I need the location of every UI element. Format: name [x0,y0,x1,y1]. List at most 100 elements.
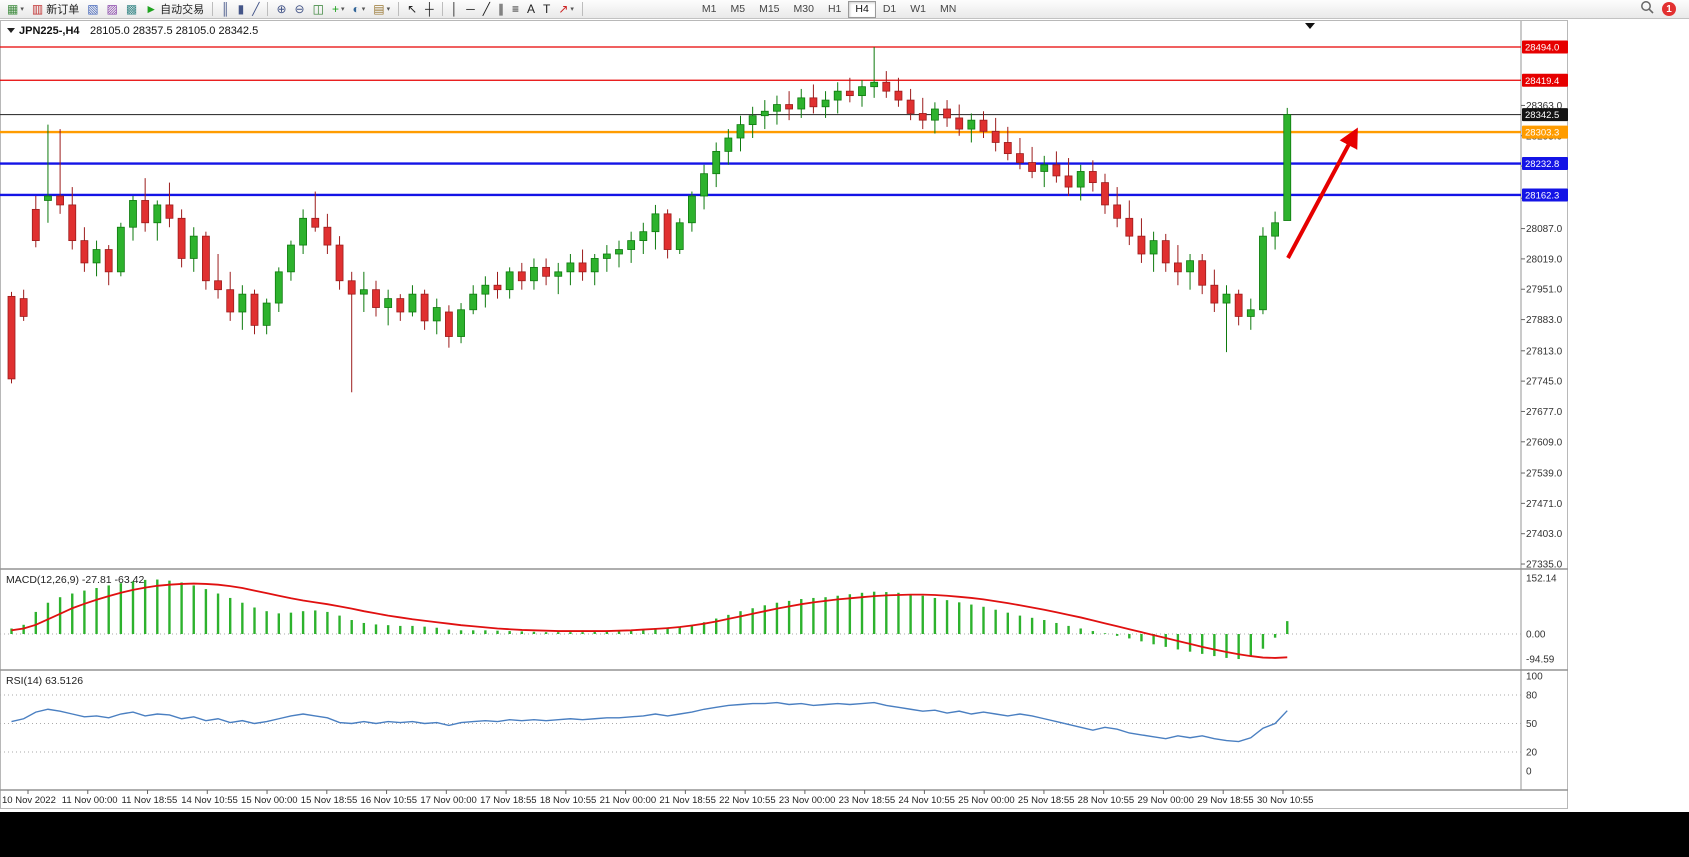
indicators-icon[interactable]: + ▾ [328,1,349,18]
cursor-icon[interactable]: ↖ [403,1,421,18]
zoom-in-icon[interactable]: ⊕ [272,1,290,18]
candle [177,209,186,268]
tile-windows-icon[interactable]: ◫ [309,1,328,18]
search-icon[interactable] [1640,0,1654,19]
tf-button-H1[interactable]: H1 [827,3,842,15]
tf-button-W1[interactable]: W1 [910,3,927,15]
autotrading-button[interactable]: ► 自动交易 [141,1,208,18]
autotrading-button: ► [145,2,158,16]
chevron-down-icon: ▾ [20,6,24,13]
ohlc-bars-icon[interactable]: ║ [217,1,234,18]
chart-canvas[interactable]: 28363.028295.028227.028155.028087.028019… [0,19,1689,812]
macd-scale-label: -94.59 [1526,655,1555,666]
tf-button-M5[interactable]: M5 [730,3,746,15]
price-axis-label: 27609.0 [1526,437,1563,448]
strategy-tester-icon[interactable]: ▩ [122,1,141,18]
templates-icon[interactable]: ▤ ▾ [369,1,394,18]
candle [238,285,247,330]
time-axis-label: 25 Nov 00:00 [958,795,1015,806]
candle [153,200,162,241]
macd-panel [0,579,1521,660]
label-icon[interactable]: T [539,1,554,18]
time-axis-label: 14 Nov 10:55 [181,795,238,806]
vertical-line-icon: │ [450,2,459,16]
time-axis-label: 18 Nov 10:55 [540,795,597,806]
candle [493,271,502,299]
line-chart-icon[interactable]: ╱ [248,1,263,18]
tf-button-H4[interactable]: H4 [848,0,876,18]
tf-button-M15[interactable]: M15 [759,3,780,15]
rsi-scale-label: 50 [1526,719,1538,730]
candle [432,298,441,335]
new-chart-icon[interactable]: ▦ ▾ [3,1,28,18]
candle [1210,269,1219,312]
data-window-icon[interactable]: ▨ [103,1,122,18]
up-arrow-annotation[interactable] [1286,127,1358,259]
rsi-panel [0,694,1521,753]
time-scale[interactable]: 10 Nov 2022 11 Nov 00:00 11 Nov 18:55 14 No… [2,790,1313,806]
candlestick-icon[interactable]: ▮ [234,1,249,18]
price-axis-label: 27471.0 [1526,499,1563,510]
vertical-line-icon[interactable]: │ [447,1,463,18]
label-icon: T [542,2,551,16]
cursor-icon: ↖ [407,2,418,16]
price-badge-28303.3: 28303.3 [1522,125,1568,139]
candle [542,258,550,286]
candle [991,117,1000,152]
notification-badge[interactable]: 1 [1662,2,1676,16]
horizontal-line-icon[interactable]: ─ [462,1,479,18]
rsi-scale-label: 100 [1526,672,1543,683]
horizontal-line-icon: ─ [466,2,475,16]
chevron-down-icon: ▾ [340,6,345,13]
arrows-icon[interactable]: ↗ ▾ [554,1,578,18]
candle [931,102,939,134]
candle [882,71,891,98]
zoom-out-icon[interactable]: ⊖ [291,1,309,18]
chart-window-icon[interactable]: ▧ [83,1,102,18]
tf-button-M30[interactable]: M30 [793,3,814,15]
fibonacci-icon[interactable]: ≡ [508,1,523,18]
candle [578,249,587,281]
data-window-icon: ▨ [106,2,118,16]
candle [615,240,623,268]
periods-icon[interactable]: ◐ ▾ [348,1,369,18]
candle [724,129,733,165]
new-order-button[interactable]: ▥ 新订单 [28,1,83,18]
crosshair-icon[interactable]: ┼ [421,1,438,18]
channel-icon: ∥ [497,2,504,16]
fibonacci-icon: ≡ [511,2,519,16]
candle [408,285,417,317]
line-chart-icon: ╱ [252,2,260,16]
tile-windows-icon: ◫ [312,2,324,16]
candle [287,240,295,281]
candle [262,298,271,335]
price-axis-label: 27813.0 [1526,346,1563,357]
templates-icon: ▤ [373,2,385,16]
bottom-black-bar [0,812,1689,857]
candle [785,91,793,121]
rsi-scale-label: 80 [1526,691,1538,702]
price-axis-label: 28087.0 [1526,224,1563,235]
new-order-button: ▥ [31,2,44,16]
time-axis-label: 23 Nov 18:55 [839,795,896,806]
text-icon[interactable]: A [523,1,539,18]
candle [201,231,210,290]
strategy-tester-icon: ▩ [125,2,138,16]
tf-button-D1[interactable]: D1 [882,3,897,15]
candle [444,305,453,348]
new-order-button-label: 新订单 [46,4,80,16]
symbol-dropdown-icon[interactable] [7,28,15,33]
rsi-scale-label: 20 [1526,748,1538,759]
candle [226,271,235,321]
candle [457,303,465,344]
tf-button-MN[interactable]: MN [940,3,957,15]
price-scale[interactable]: 28363.028295.028227.028155.028087.028019… [1521,40,1568,778]
time-axis-label: 10 Nov 2022 [2,795,56,806]
channel-icon[interactable]: ∥ [494,1,508,18]
macd-label: MACD(12,26,9) -27.81 -63.42 [6,574,144,586]
autoscroll-marker-icon[interactable] [1305,23,1315,29]
candle [1064,158,1073,196]
time-axis-label: 11 Nov 00:00 [62,795,118,806]
tf-button-M1[interactable]: M1 [701,3,717,15]
trendline-icon[interactable]: ╱ [479,1,494,18]
